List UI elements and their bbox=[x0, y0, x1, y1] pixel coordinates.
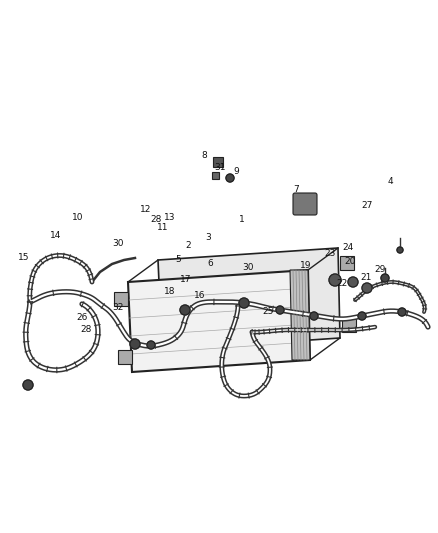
Circle shape bbox=[180, 305, 190, 315]
Circle shape bbox=[381, 274, 389, 282]
Circle shape bbox=[310, 312, 318, 320]
Circle shape bbox=[398, 308, 406, 316]
Text: 13: 13 bbox=[164, 214, 176, 222]
Text: 15: 15 bbox=[18, 254, 30, 262]
Text: 1: 1 bbox=[239, 215, 245, 224]
Circle shape bbox=[147, 341, 155, 349]
Text: 28: 28 bbox=[150, 215, 162, 224]
Text: 12: 12 bbox=[140, 206, 152, 214]
Text: 23: 23 bbox=[324, 249, 336, 259]
Circle shape bbox=[358, 312, 366, 320]
Text: 14: 14 bbox=[50, 231, 62, 240]
FancyBboxPatch shape bbox=[114, 292, 128, 306]
Circle shape bbox=[362, 283, 372, 293]
Text: 25: 25 bbox=[262, 308, 274, 317]
FancyBboxPatch shape bbox=[293, 193, 317, 215]
Circle shape bbox=[23, 380, 33, 390]
Text: 9: 9 bbox=[233, 167, 239, 176]
Text: 26: 26 bbox=[76, 313, 88, 322]
Circle shape bbox=[397, 247, 403, 253]
FancyBboxPatch shape bbox=[340, 256, 354, 270]
Text: 17: 17 bbox=[180, 276, 192, 285]
Text: 4: 4 bbox=[387, 177, 393, 187]
Text: 7: 7 bbox=[293, 185, 299, 195]
Circle shape bbox=[239, 298, 249, 308]
Text: 6: 6 bbox=[207, 260, 213, 269]
Text: 11: 11 bbox=[157, 223, 169, 232]
FancyBboxPatch shape bbox=[118, 350, 132, 364]
Text: 29: 29 bbox=[374, 265, 386, 274]
Text: 30: 30 bbox=[242, 263, 254, 272]
Text: 21: 21 bbox=[360, 273, 372, 282]
Circle shape bbox=[276, 306, 284, 314]
Text: 32: 32 bbox=[112, 303, 124, 312]
FancyBboxPatch shape bbox=[213, 157, 223, 167]
FancyBboxPatch shape bbox=[212, 172, 219, 179]
Text: 18: 18 bbox=[164, 287, 176, 296]
Text: 3: 3 bbox=[205, 233, 211, 243]
Circle shape bbox=[130, 339, 140, 349]
FancyBboxPatch shape bbox=[342, 318, 356, 332]
Text: 20: 20 bbox=[344, 257, 356, 266]
Polygon shape bbox=[158, 248, 340, 350]
Circle shape bbox=[329, 274, 341, 286]
Text: 28: 28 bbox=[80, 326, 92, 335]
Text: 10: 10 bbox=[72, 214, 84, 222]
Text: 2: 2 bbox=[185, 241, 191, 251]
Text: 5: 5 bbox=[175, 255, 181, 264]
Polygon shape bbox=[128, 270, 310, 372]
Text: 24: 24 bbox=[343, 244, 353, 253]
Circle shape bbox=[348, 277, 358, 287]
Text: 16: 16 bbox=[194, 292, 206, 301]
Text: 19: 19 bbox=[300, 262, 312, 271]
Text: 30: 30 bbox=[112, 239, 124, 248]
Polygon shape bbox=[290, 270, 310, 360]
Text: 31: 31 bbox=[214, 164, 226, 173]
Text: 22: 22 bbox=[336, 279, 348, 288]
Text: 8: 8 bbox=[201, 151, 207, 160]
Text: 27: 27 bbox=[361, 201, 373, 211]
Circle shape bbox=[226, 174, 234, 182]
